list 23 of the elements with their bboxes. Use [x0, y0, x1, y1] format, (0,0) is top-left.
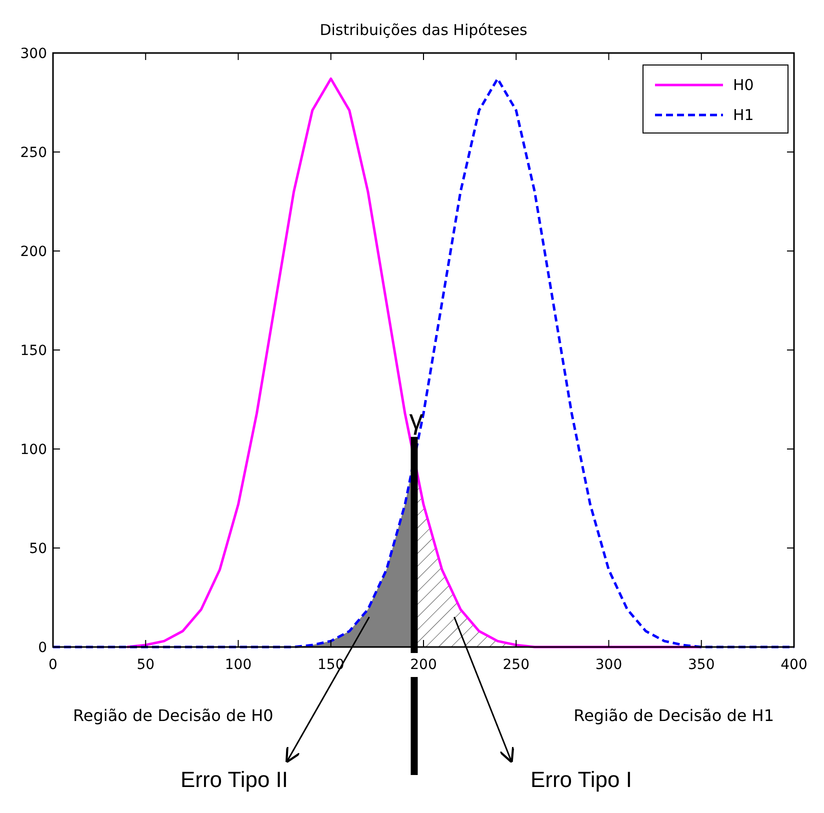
y-tick-label: 150 [20, 343, 47, 359]
y-tick-label: 100 [20, 442, 47, 458]
text: Região de Decisão de H0 [73, 706, 274, 725]
y-tick-label: 200 [20, 244, 47, 260]
legend-label: H1 [733, 106, 754, 124]
y-tick-label: 50 [29, 541, 47, 557]
y-tick-label: 0 [38, 640, 47, 656]
x-tick-label: 50 [136, 657, 155, 673]
text: Erro Tipo II [180, 767, 288, 792]
y-tick-label: 300 [20, 46, 47, 62]
x-tick-label: 250 [502, 657, 530, 673]
y-tick-label: 250 [20, 145, 47, 161]
x-tick-label: 300 [595, 657, 622, 673]
x-tick-label: 400 [780, 657, 808, 673]
x-tick-label: 200 [410, 657, 437, 673]
text: Região de Decisão de H1 [574, 706, 774, 725]
ref-line-label: γ [409, 404, 424, 435]
x-tick-label: 350 [688, 657, 715, 673]
x-tick-label: 0 [48, 657, 58, 673]
text: Erro Tipo I [530, 767, 632, 792]
x-tick-label: 100 [224, 657, 252, 673]
legend-label: H0 [733, 76, 754, 94]
chart-title: Distribuições das Hipóteses [320, 21, 528, 39]
